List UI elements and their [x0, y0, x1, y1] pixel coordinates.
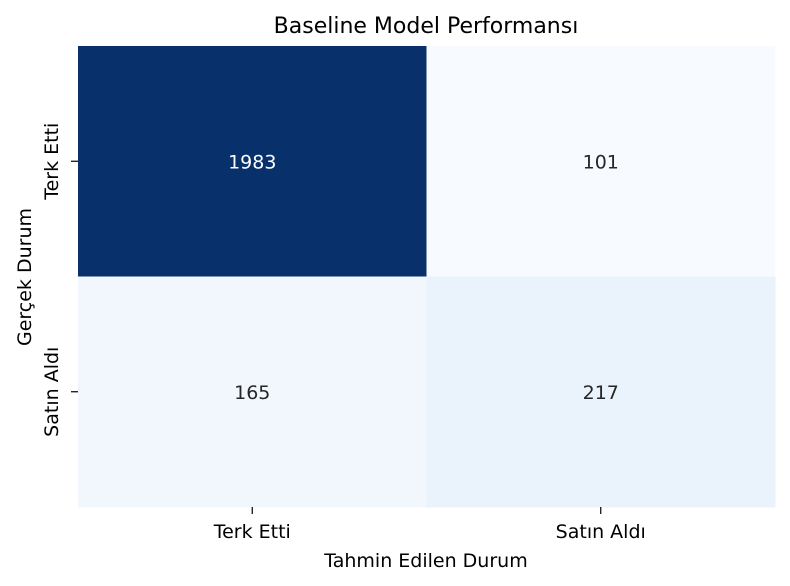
cell-value-label-0-1: 101 [583, 151, 619, 173]
x-tick-label-1: Satın Aldı [556, 521, 646, 543]
y-axis-ticks: Terk Etti Satın Aldı [41, 123, 78, 437]
y-axis-label: Gerçek Durum [14, 208, 36, 346]
cell-value-label-1-1: 217 [583, 382, 619, 404]
y-tick-label-1: Satın Aldı [41, 347, 63, 437]
x-axis-label: Tahmin Edilen Durum [323, 550, 527, 572]
chart-title: Baseline Model Performansı [274, 14, 579, 39]
y-tick-label-0: Terk Etti [41, 123, 63, 201]
x-tick-label-0: Terk Etti [213, 521, 291, 543]
heatmap-cells [78, 46, 776, 508]
x-axis-ticks: Terk Etti Satın Aldı [213, 507, 646, 543]
cell-value-label-0-0: 1983 [228, 151, 276, 173]
cell-value-label-1-0: 165 [234, 382, 270, 404]
